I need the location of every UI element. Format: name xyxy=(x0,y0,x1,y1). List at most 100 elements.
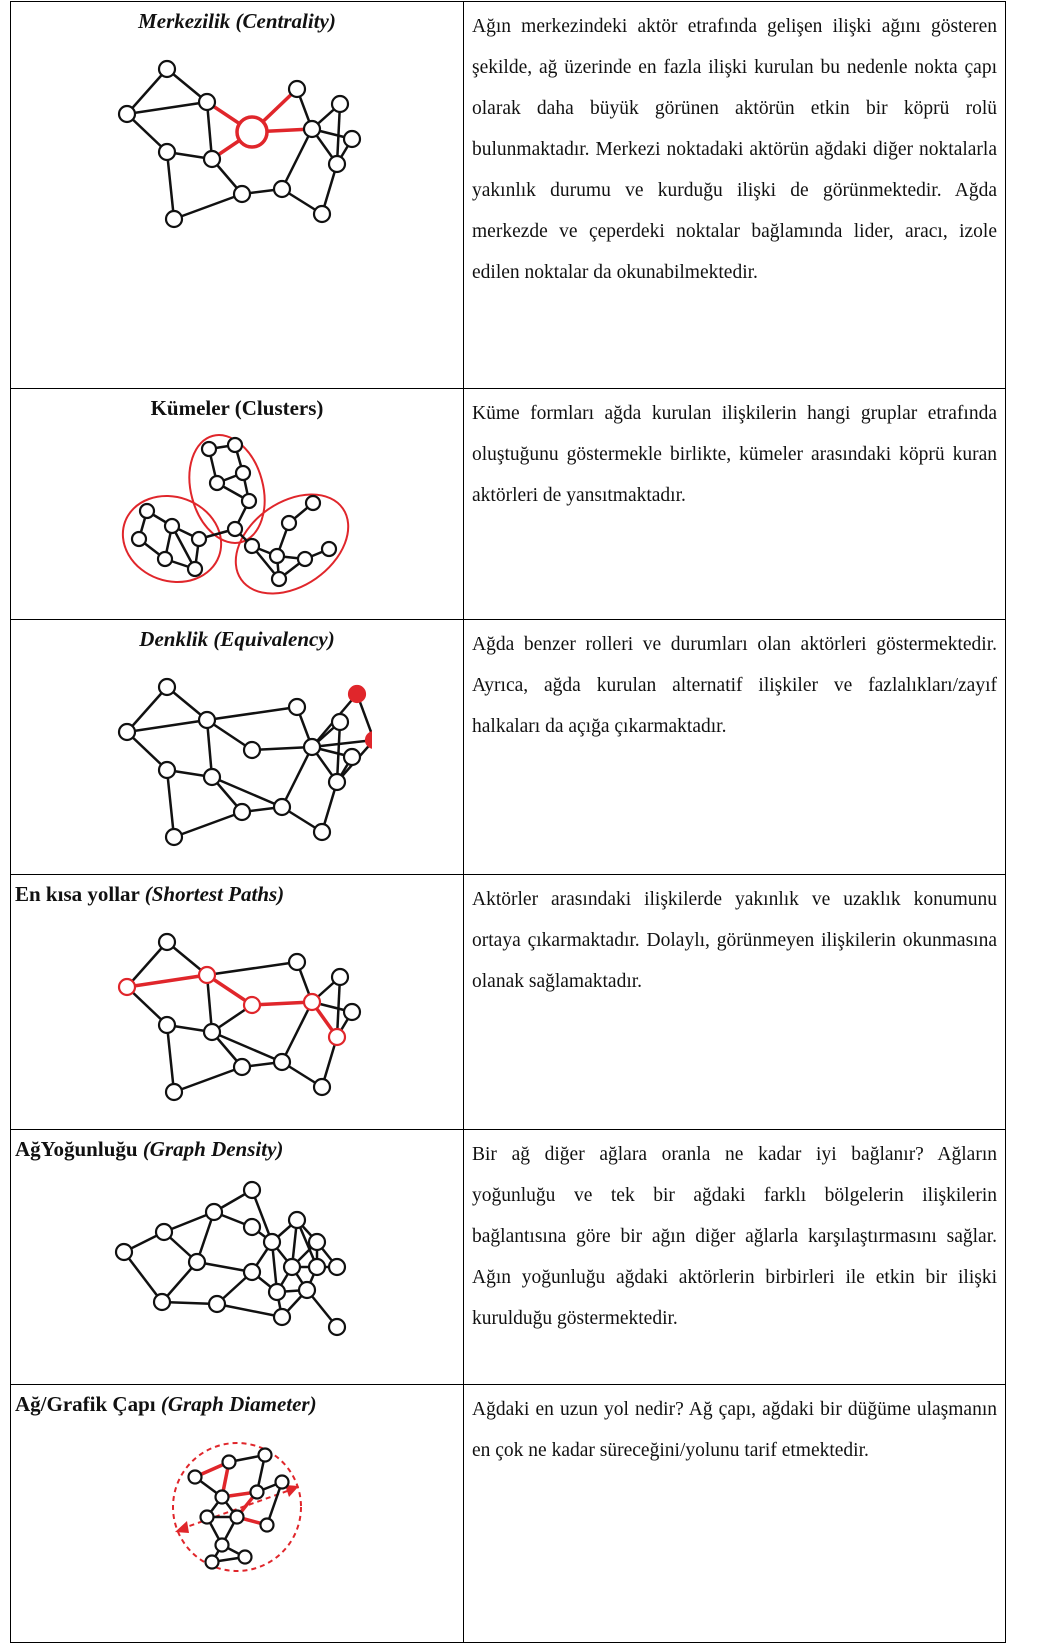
term-title: En kısa yollar (Shortest Paths) xyxy=(11,881,463,907)
term-title: Ağ/Grafik Çapı (Graph Diameter) xyxy=(11,1391,463,1417)
english-term: (Shortest Paths) xyxy=(144,882,285,906)
node xyxy=(242,1217,262,1237)
node xyxy=(320,540,338,558)
node xyxy=(342,129,362,149)
diameter-arrow xyxy=(180,1488,294,1530)
node xyxy=(202,1022,222,1042)
cell: Küme formları ağda kurulan ilişkilerin h… xyxy=(463,388,1006,620)
node xyxy=(232,184,252,204)
node xyxy=(197,710,217,730)
edge xyxy=(205,974,214,1033)
node xyxy=(327,1257,347,1277)
node xyxy=(164,827,184,847)
node xyxy=(208,474,226,492)
node xyxy=(232,802,252,822)
node xyxy=(330,712,350,732)
row: AğYoğunluğu (Graph Density) Bir ağ diğer… xyxy=(10,1129,1006,1385)
network-diagram xyxy=(114,1180,347,1337)
node xyxy=(312,1077,332,1097)
english-term: (Centrality) xyxy=(235,9,336,33)
node xyxy=(202,767,222,787)
node xyxy=(249,1484,265,1500)
node xyxy=(272,797,292,817)
edge xyxy=(126,973,208,989)
node xyxy=(327,1317,347,1337)
node xyxy=(229,1509,245,1525)
node xyxy=(187,1469,203,1485)
node xyxy=(157,677,177,697)
row: Kümeler (Clusters) Küme formları ağda ku… xyxy=(10,388,1006,620)
cluster-outline xyxy=(121,494,223,584)
term: Merkezilik xyxy=(138,9,231,33)
term-title: Merkezilik (Centrality) xyxy=(11,8,463,34)
node xyxy=(296,550,314,568)
row: Ağ/Grafik Çapı (Graph Diameter) Ağdaki e… xyxy=(10,1384,1006,1643)
node xyxy=(287,1210,307,1230)
node xyxy=(207,1294,227,1314)
node xyxy=(307,1232,327,1252)
node xyxy=(130,530,148,548)
network-diagram xyxy=(117,677,372,847)
cell: Aktörler arasındaki ilişkilerde yakınlık… xyxy=(463,874,1006,1130)
node xyxy=(156,550,174,568)
node xyxy=(287,697,307,717)
node xyxy=(302,737,322,757)
node xyxy=(214,1537,230,1553)
english-term: (Graph Density) xyxy=(142,1137,284,1161)
edge xyxy=(126,986,168,1026)
node xyxy=(164,1082,184,1102)
node xyxy=(327,1027,347,1047)
node xyxy=(287,952,307,972)
node xyxy=(204,1554,220,1570)
edge xyxy=(280,1001,314,1063)
edge xyxy=(335,721,342,783)
edge xyxy=(126,686,168,733)
node xyxy=(297,1280,317,1300)
node xyxy=(226,520,244,538)
term-title: Kümeler (Clusters) xyxy=(11,395,463,421)
edge xyxy=(211,1030,283,1064)
edge xyxy=(335,976,342,1038)
edge xyxy=(205,719,214,778)
node xyxy=(280,514,298,532)
description: Ağdaki en uzun yol nedir? Ağ çapı, ağdak… xyxy=(472,1399,997,1461)
edge xyxy=(206,705,298,722)
node xyxy=(117,722,137,742)
edge xyxy=(196,1260,253,1274)
description: Aktörler arasındaki ilişkilerde yakınlık… xyxy=(472,889,997,992)
edge xyxy=(126,731,168,771)
node xyxy=(242,1180,262,1200)
node xyxy=(272,179,292,199)
node xyxy=(214,1489,230,1505)
node xyxy=(259,1517,275,1533)
edge xyxy=(170,525,197,570)
edge xyxy=(250,1189,274,1243)
term-title: AğYoğunluğu (Graph Density) xyxy=(11,1136,463,1162)
term-title: Denklik (Equivalency) xyxy=(11,626,463,652)
edge xyxy=(205,101,214,160)
node xyxy=(240,492,258,510)
cluster-outline xyxy=(234,493,350,595)
edge xyxy=(161,1300,218,1306)
edge xyxy=(335,103,342,165)
edge xyxy=(251,745,313,752)
cell: Ağdaki en uzun yol nedir? Ağ çapı, ağdak… xyxy=(463,1384,1006,1643)
node xyxy=(267,1282,287,1302)
node xyxy=(330,94,350,114)
node xyxy=(163,517,181,535)
concept-table: Merkezilik (Centrality) Ağın merkezindek… xyxy=(10,1,1006,1643)
edge xyxy=(216,1302,283,1319)
node xyxy=(114,1242,134,1262)
node xyxy=(200,440,218,458)
network-diagram xyxy=(172,1442,302,1572)
description: Bir ağ diğer ağlara oranla ne kadar iyi … xyxy=(472,1144,997,1329)
network-diagram xyxy=(117,932,362,1102)
edge xyxy=(311,738,372,749)
node xyxy=(154,1222,174,1242)
term: AğYoğunluğu xyxy=(15,1137,138,1161)
node xyxy=(312,822,332,842)
cell: Denklik (Equivalency) xyxy=(10,619,464,875)
edge xyxy=(126,718,208,734)
node xyxy=(164,209,184,229)
